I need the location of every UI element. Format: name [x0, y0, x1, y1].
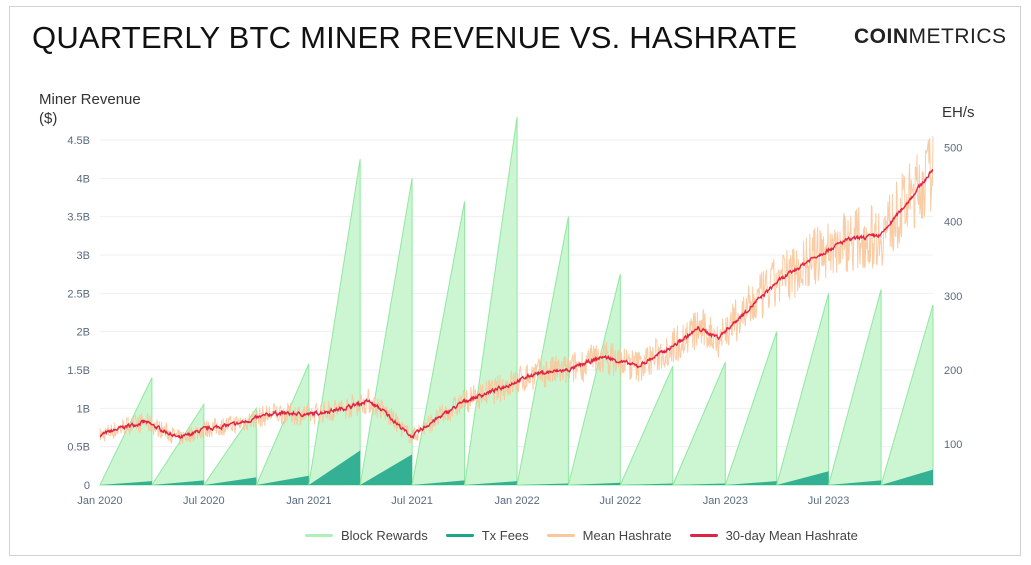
- logo-light: METRICS: [908, 25, 1007, 48]
- y-left-tick-label: 4.5B: [67, 135, 90, 147]
- block-rewards-area: [672, 362, 726, 486]
- tx-fees-area: [308, 450, 361, 485]
- tick-labels: 0 0.5B 1B 1.5B 2B 2.5B 3B 3.5B 4B 4.5B 100 200 300 40…: [67, 135, 962, 507]
- block-rewards-area: [411, 201, 466, 486]
- tx-fees-area: [412, 480, 465, 485]
- block-rewards-area: [827, 289, 882, 486]
- tx-fees-area: [203, 477, 257, 485]
- legend-item-tx-fees[interactable]: Tx Fees: [445, 528, 529, 543]
- x-tick-label: Jan 2023: [703, 495, 748, 507]
- y-left-tick-label: 2.5B: [67, 288, 90, 300]
- tx-fees-area: [100, 481, 152, 485]
- chart-title: QUARTERLY BTC MINER REVENUE VS. HASHRATE: [32, 20, 798, 55]
- legend-item-block-rewards[interactable]: Block Rewards: [305, 528, 428, 543]
- x-tick-label: Jan 2022: [494, 495, 539, 507]
- block-rewards-area: [151, 402, 205, 486]
- data-lines: [99, 136, 934, 446]
- legend-swatch-block-rewards: [305, 534, 333, 537]
- legend-swatch-tx-fees: [445, 534, 474, 537]
- block-rewards-area: [619, 365, 674, 486]
- tx-fees-area: [828, 480, 882, 485]
- y-right-tick-label: 200: [944, 365, 962, 377]
- block-rewards-area: [464, 116, 518, 486]
- x-tick-label: Jul 2022: [600, 495, 642, 507]
- legend-label-mean-hashrate: Mean Hashrate: [582, 528, 672, 543]
- y-right-tick-label: 300: [944, 291, 962, 303]
- y-right-tick-label: 400: [944, 217, 962, 229]
- coinmetrics-logo: COINMETRICS: [854, 25, 1007, 49]
- legend-label-tx-fees: Tx Fees: [481, 528, 529, 543]
- y-left-tick-label: 4B: [77, 173, 90, 185]
- x-tick-label: Jul 2021: [391, 495, 433, 507]
- tx-fees-area: [360, 454, 413, 485]
- y-left-tick-label: 0: [84, 480, 90, 492]
- x-tick-label: Jul 2020: [183, 495, 225, 507]
- tx-fees-area: [620, 483, 673, 485]
- tx-fees-area: [151, 480, 204, 485]
- tx-fees-area: [725, 481, 777, 485]
- tx-fees-area: [672, 483, 726, 485]
- legend: Block Rewards Tx Fees Mean Hashrate 30-d…: [305, 528, 858, 543]
- tx-fees-area: [256, 475, 309, 485]
- x-tick-label: Jan 2020: [77, 495, 122, 507]
- legend-item-mean-hashrate[interactable]: Mean Hashrate: [546, 528, 672, 543]
- y-left-tick-label: 2B: [77, 327, 90, 339]
- legend-swatch-mean-hashrate: [546, 534, 575, 537]
- tx-fees-area: [568, 482, 621, 485]
- block-rewards-area: [516, 216, 569, 486]
- right-axis-title: EH/s: [942, 104, 975, 121]
- y-left-tick-label: 0.5B: [67, 442, 90, 454]
- tx-fees-area: [881, 469, 933, 485]
- block-rewards-area: [567, 274, 621, 486]
- chart-frame: [9, 6, 1021, 556]
- legend-label-30d-mean-hashrate: 30-day Mean Hashrate: [725, 528, 858, 543]
- legend-swatch-30d-mean-hashrate: [689, 534, 718, 537]
- y-left-tick-label: 1.5B: [67, 365, 90, 377]
- block-rewards-area: [308, 159, 361, 486]
- y-right-tick-label: 500: [944, 142, 962, 154]
- legend-item-30d-mean-hashrate[interactable]: 30-day Mean Hashrate: [689, 528, 858, 543]
- tx-fees-area: [517, 483, 569, 485]
- mean-hashrate-line: [99, 136, 934, 446]
- block-rewards-area: [776, 293, 830, 486]
- mean-hashrate-30d-line: [99, 169, 934, 440]
- y-left-tick-label: 3B: [77, 250, 90, 262]
- tx-fees-area: [464, 481, 518, 485]
- x-tick-label: Jan 2021: [286, 495, 331, 507]
- logo-bold: COIN: [854, 25, 909, 48]
- left-axis-title: Miner Revenue ($): [39, 91, 141, 127]
- y-left-tick-label: 3.5B: [67, 212, 90, 224]
- x-tick-label: Jul 2023: [808, 495, 850, 507]
- y-left-tick-label: 1B: [77, 403, 90, 415]
- y-right-tick-label: 100: [944, 439, 962, 451]
- legend-label-block-rewards: Block Rewards: [341, 528, 428, 543]
- tx-fees-area: [776, 471, 829, 485]
